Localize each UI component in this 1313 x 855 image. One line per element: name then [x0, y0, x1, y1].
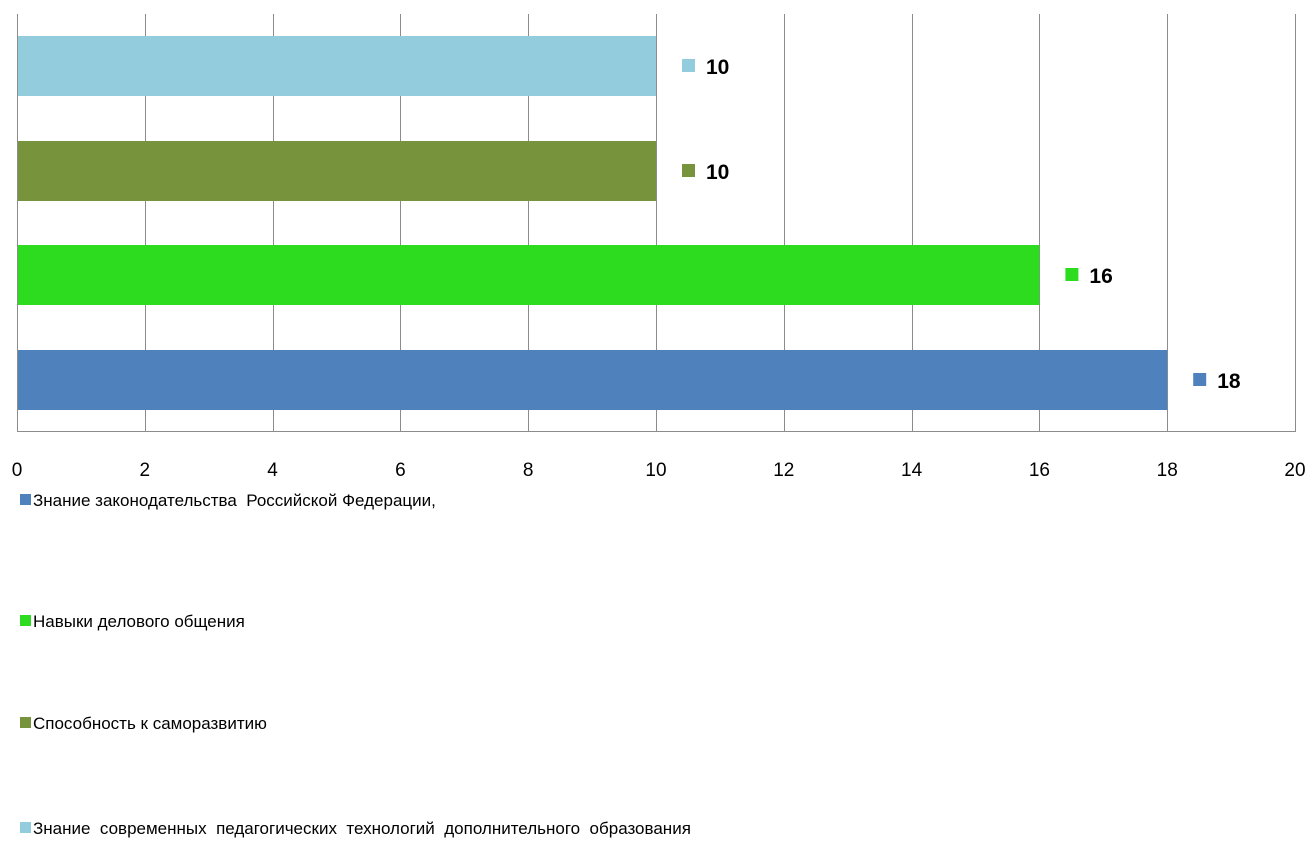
x-tick-label: 4 [267, 460, 278, 481]
x-tick-label: 8 [523, 460, 534, 481]
legend-swatch [20, 494, 31, 505]
legend-label: Способность к саморазвитию [33, 714, 267, 733]
legend-label: Знание законодательства Российской Федер… [33, 491, 436, 510]
legend-swatch [20, 822, 31, 833]
legend-label: Знание современных педагогических технол… [33, 819, 691, 838]
bar [18, 245, 1040, 305]
x-tick-label: 12 [773, 460, 794, 481]
x-tick-label: 10 [645, 460, 666, 481]
data-label: 16 [1089, 265, 1112, 288]
data-label-marker [1065, 268, 1079, 281]
bar [18, 350, 1168, 410]
bar [18, 36, 656, 96]
legend-label: Навыки делового общения [33, 612, 245, 631]
legend-swatch [20, 717, 31, 728]
data-labels: 18 16 10 10 [682, 56, 1241, 393]
x-tick-label: 18 [1157, 460, 1178, 481]
x-tick-label: 6 [395, 460, 406, 481]
x-axis: 0 2 4 6 8 10 12 14 16 18 20 [12, 431, 1306, 481]
data-label-marker [682, 59, 695, 72]
data-label-marker [1193, 373, 1207, 386]
x-tick-label: 20 [1284, 460, 1305, 481]
data-label-marker [682, 164, 695, 177]
data-label: 10 [706, 56, 729, 79]
data-label: 18 [1217, 370, 1241, 393]
bars [18, 36, 1168, 410]
x-tick-label: 16 [1029, 460, 1050, 481]
x-tick-label: 14 [901, 460, 923, 481]
x-tick-label: 2 [140, 460, 151, 481]
data-label: 10 [706, 161, 729, 184]
bar [18, 141, 656, 201]
legend: Знание законодательства Российской Федер… [20, 491, 691, 838]
legend-swatch [20, 615, 31, 626]
x-tick-label: 0 [12, 460, 23, 481]
